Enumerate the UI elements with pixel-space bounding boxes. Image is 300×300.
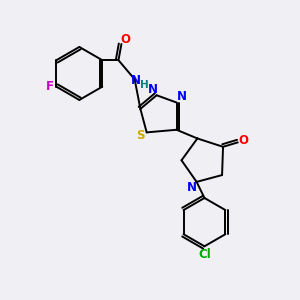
Text: Cl: Cl xyxy=(198,248,211,261)
Text: N: N xyxy=(187,181,197,194)
Text: O: O xyxy=(238,134,248,147)
Text: N: N xyxy=(148,83,158,96)
Text: N: N xyxy=(131,74,141,87)
Text: O: O xyxy=(121,33,131,46)
Text: H: H xyxy=(140,80,148,90)
Text: N: N xyxy=(177,90,187,103)
Text: F: F xyxy=(46,80,54,93)
Text: S: S xyxy=(136,129,145,142)
